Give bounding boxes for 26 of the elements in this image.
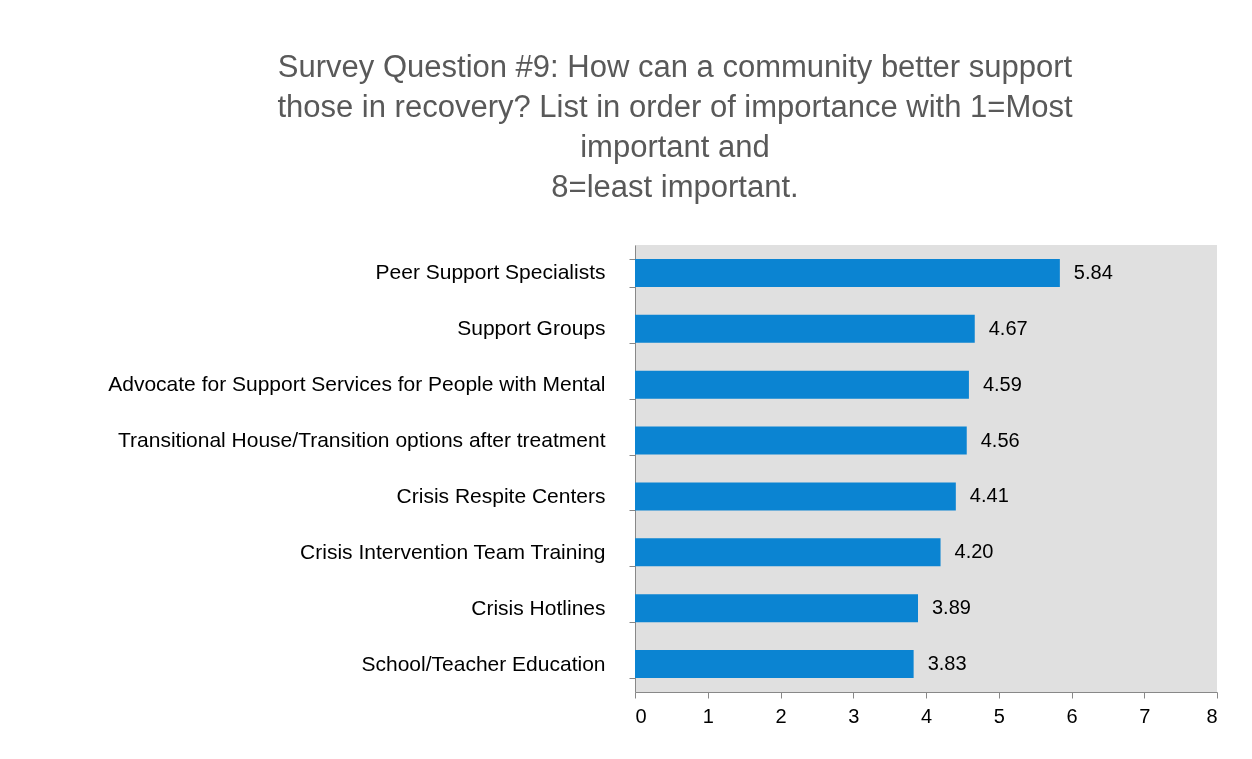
data-label: 4.20 xyxy=(954,540,994,563)
x-tick-label: 3 xyxy=(848,704,860,727)
y-tick-label: School/Teacher Education xyxy=(361,651,606,675)
y-tick-label: Advocate for Support Services for People with Mental xyxy=(108,372,606,396)
data-label: 3.89 xyxy=(932,596,971,619)
data-label: 4.59 xyxy=(982,372,1022,395)
y-tick-label: Peer Support Specialists xyxy=(375,260,606,284)
x-tick-label: 4 xyxy=(920,704,933,727)
data-label: 3.83 xyxy=(927,652,967,675)
y-tick-label: Transitional House/Transition options after treatment xyxy=(117,428,606,452)
x-tick-label: 6 xyxy=(1066,704,1078,727)
x-tick-label: 7 xyxy=(1139,704,1151,727)
x-tick-label: 2 xyxy=(775,704,787,727)
y-tick-label: Crisis Respite Centers xyxy=(396,483,606,507)
y-tick-label: Crisis Intervention Team Training xyxy=(300,539,606,563)
y-tick-label: Support Groups xyxy=(457,316,606,340)
x-tick-label: 0 xyxy=(635,704,647,727)
x-tick-label: 8 xyxy=(1206,704,1218,727)
data-label: 4.56 xyxy=(980,428,1020,451)
x-tick-label: 5 xyxy=(993,704,1005,727)
x-tick-label: 1 xyxy=(702,704,714,727)
data-label: 5.84 xyxy=(1073,260,1113,283)
data-label: 4.41 xyxy=(969,484,1009,507)
chart-title: Survey Question #9: How can a community better support those in recovery? List in order of importance with 1=Most important and 8=least important. xyxy=(277,49,1073,204)
y-tick-label: Crisis Hotlines xyxy=(471,595,606,619)
data-label: 4.67 xyxy=(988,316,1028,339)
